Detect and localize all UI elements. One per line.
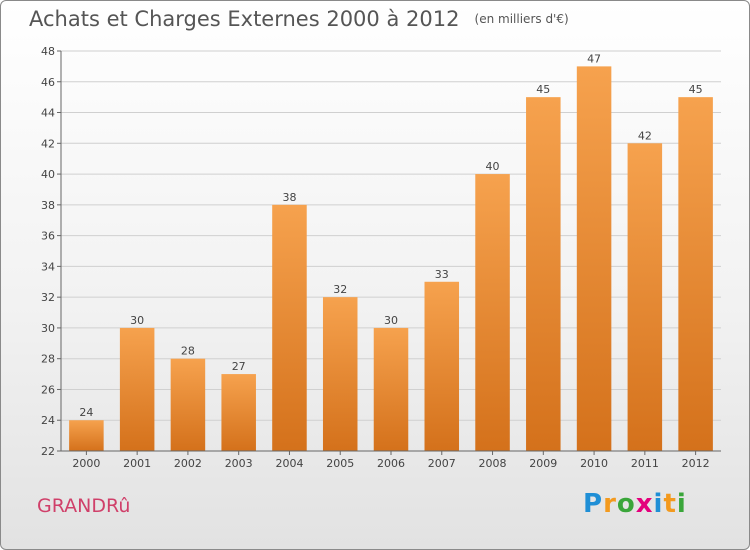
data-label-2003: 27 bbox=[232, 360, 246, 373]
y-tick-label-48: 48 bbox=[41, 45, 55, 58]
data-label-2008: 40 bbox=[486, 160, 500, 173]
proxiti-logo: Proxiti bbox=[583, 489, 687, 519]
y-tick-label-30: 30 bbox=[41, 322, 55, 335]
chart-title: Achats et Charges Externes 2000 à 2012 bbox=[29, 7, 460, 31]
bar-2012 bbox=[678, 97, 713, 452]
data-label-2011: 42 bbox=[638, 129, 652, 142]
x-tick-label-2012: 2012 bbox=[682, 457, 710, 470]
data-label-2004: 38 bbox=[282, 191, 296, 204]
y-tick-label-42: 42 bbox=[41, 137, 55, 150]
y-tick-label-24: 24 bbox=[41, 414, 55, 427]
bar-2003 bbox=[221, 374, 256, 451]
y-tick-label-22: 22 bbox=[41, 445, 55, 458]
y-tick-label-26: 26 bbox=[41, 383, 55, 396]
bar-2009 bbox=[526, 97, 561, 452]
x-tick-label-2004: 2004 bbox=[275, 457, 303, 470]
data-label-2006: 30 bbox=[384, 314, 398, 327]
bar-2007 bbox=[424, 281, 460, 451]
data-label-2012: 45 bbox=[689, 83, 703, 96]
bar-2008 bbox=[475, 174, 510, 452]
logo-letter: x bbox=[635, 489, 654, 519]
y-tick-label-34: 34 bbox=[41, 260, 55, 273]
bar-2000 bbox=[69, 420, 104, 451]
bar-2005 bbox=[322, 297, 358, 451]
logo-letter: P bbox=[583, 489, 604, 519]
x-tick-label-2003: 2003 bbox=[225, 457, 253, 470]
data-label-2007: 33 bbox=[435, 268, 449, 281]
x-tick-label-2009: 2009 bbox=[529, 457, 557, 470]
place-name: GRANDRû bbox=[37, 495, 131, 517]
bar-2006 bbox=[373, 327, 409, 451]
y-tick-label-46: 46 bbox=[41, 76, 55, 89]
x-tick-label-2006: 2006 bbox=[377, 457, 405, 470]
y-tick-label-40: 40 bbox=[41, 168, 55, 181]
y-tick-label-44: 44 bbox=[41, 107, 55, 120]
logo-letter: r bbox=[603, 489, 617, 519]
y-tick-label-38: 38 bbox=[41, 199, 55, 212]
logo-letter: i bbox=[653, 489, 664, 519]
x-tick-label-2000: 2000 bbox=[72, 457, 100, 470]
data-label-2001: 30 bbox=[130, 314, 144, 327]
bars: 24 30 28 27 38 32 30 33 40 45 47 42 45 bbox=[69, 52, 713, 452]
data-label-2005: 32 bbox=[333, 283, 347, 296]
data-label-2010: 47 bbox=[587, 52, 601, 65]
logo-letter: i bbox=[676, 489, 687, 519]
x-tick-label-2001: 2001 bbox=[123, 457, 151, 470]
bar-2004 bbox=[272, 204, 307, 451]
bar-2002 bbox=[170, 358, 206, 451]
axes: 22 24 26 28 30 32 34 36 38 40 42 44 46 48 2000 2001 2002… bbox=[41, 45, 721, 470]
logo-letter: o bbox=[616, 489, 636, 519]
data-label-2002: 28 bbox=[181, 345, 195, 358]
x-tick-label-2005: 2005 bbox=[326, 457, 354, 470]
y-tick-label-36: 36 bbox=[41, 230, 55, 243]
data-label-2009: 45 bbox=[536, 83, 550, 96]
y-tick-label-32: 32 bbox=[41, 291, 55, 304]
x-tick-label-2011: 2011 bbox=[631, 457, 659, 470]
chart-unit: (en milliers d'€) bbox=[474, 12, 569, 26]
bar-2010 bbox=[576, 66, 612, 451]
x-tick-label-2002: 2002 bbox=[174, 457, 202, 470]
y-tick-label-28: 28 bbox=[41, 353, 55, 366]
x-tick-label-2010: 2010 bbox=[580, 457, 608, 470]
bar-2011 bbox=[627, 143, 663, 452]
x-tick-label-2007: 2007 bbox=[428, 457, 456, 470]
chart-title-block: Achats et Charges Externes 2000 à 2012 (… bbox=[29, 7, 569, 31]
x-tick-label-2008: 2008 bbox=[479, 457, 507, 470]
logo-letter: t bbox=[663, 489, 677, 519]
bar-2001 bbox=[119, 327, 155, 451]
data-label-2000: 24 bbox=[79, 406, 93, 419]
